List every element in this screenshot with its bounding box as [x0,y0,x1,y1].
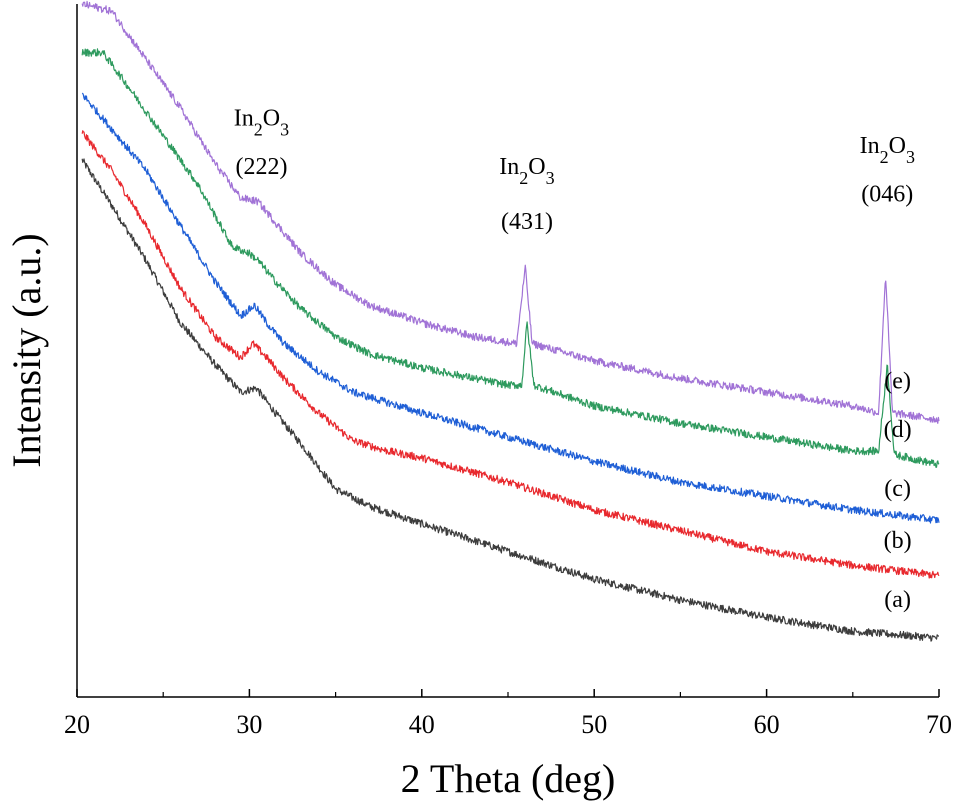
peak-hkl-label: (222) [235,154,287,180]
x-axis-title: 2 Theta (deg) [401,756,616,801]
axes: 20 30 40 50 60 70 [64,4,952,739]
series-label: (d) [884,417,912,443]
x-tick-label: 40 [409,710,435,739]
labels-layer: (a) (b) (c) (d) (e) In2O3 (222) In2O3 (431) In2O3… [234,105,915,613]
series-label: (a) [884,587,911,613]
x-tick-label: 50 [581,710,607,739]
series-line-2 [81,130,940,579]
series-layer [81,0,940,642]
series-line-4 [81,48,940,468]
series-line-5 [81,0,940,424]
x-tick-label: 30 [236,710,262,739]
peak-formula-label: In2O3 [234,105,289,139]
x-tick-label: 20 [64,710,90,739]
series-label: (e) [884,369,911,395]
peak-hkl-label: (046) [861,182,913,208]
series-label: (b) [884,528,912,554]
series-line-1 [81,158,939,642]
peak-formula-label: In2O3 [860,133,915,167]
series-label: (c) [884,476,911,502]
series-line-3 [81,92,940,524]
x-tick-label: 60 [754,710,780,739]
peak-formula-label: In2O3 [499,154,554,188]
peak-hkl-label: (431) [501,209,553,235]
x-tick-label: 70 [926,710,952,739]
y-axis-title: Intensity (a.u.) [4,233,49,467]
